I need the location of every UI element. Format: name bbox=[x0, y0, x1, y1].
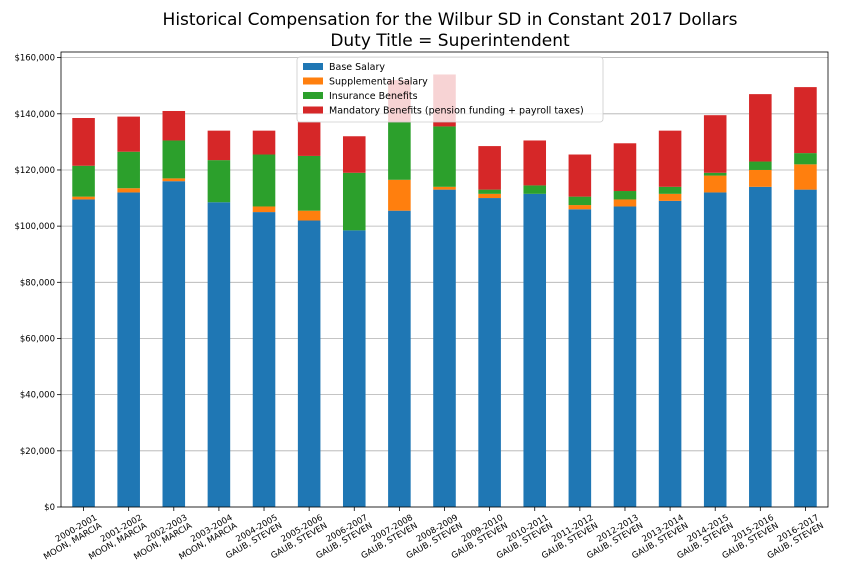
bar-segment-2 bbox=[478, 193, 501, 199]
bar-segment-2 bbox=[252, 206, 276, 213]
legend-label: Base Salary bbox=[329, 62, 385, 73]
bar-segment-1 bbox=[794, 189, 817, 507]
legend-label: Supplemental Salary bbox=[329, 77, 428, 88]
bar-segment-3 bbox=[613, 191, 637, 200]
bar-segment-2 bbox=[433, 186, 456, 190]
bar-segment-3 bbox=[342, 172, 366, 231]
legend-swatch bbox=[303, 106, 323, 114]
y-tick-label: $160,000 bbox=[14, 54, 55, 64]
bar-segment-1 bbox=[117, 192, 140, 507]
legend-swatch bbox=[303, 92, 323, 99]
bar-segment-3 bbox=[568, 196, 592, 206]
bar-segment-1 bbox=[658, 200, 682, 507]
bar-segment-2 bbox=[117, 188, 140, 193]
bar-segment-2 bbox=[794, 164, 817, 190]
y-tick-label: $140,000 bbox=[14, 110, 55, 120]
y-tick-label: $100,000 bbox=[14, 222, 55, 232]
legend-label: Mandatory Benefits (pension funding + pa… bbox=[329, 106, 584, 117]
bar-segment-1 bbox=[342, 230, 366, 508]
chart-title: Historical Compensation for the Wilbur S… bbox=[163, 10, 738, 30]
bar-segment-1 bbox=[478, 198, 501, 507]
bar-segment-1 bbox=[162, 181, 186, 508]
bar-segment-3 bbox=[433, 126, 456, 187]
bar-segment-2 bbox=[72, 196, 95, 200]
bar-segment-3 bbox=[117, 151, 140, 189]
bar-segment-1 bbox=[433, 189, 456, 507]
bars bbox=[72, 74, 817, 508]
bar-segment-3 bbox=[162, 140, 186, 179]
bar-segment-1 bbox=[72, 199, 95, 507]
bar-segment-2 bbox=[297, 210, 321, 221]
bar-segment-3 bbox=[523, 185, 547, 194]
bar-segment-2 bbox=[388, 179, 411, 211]
bar-segment-4 bbox=[252, 130, 276, 155]
bar-segment-4 bbox=[703, 115, 727, 173]
bar-segment-4 bbox=[117, 116, 140, 152]
bar-segment-4 bbox=[72, 118, 95, 166]
bar-segment-2 bbox=[658, 193, 682, 201]
bar-segment-3 bbox=[658, 186, 682, 194]
bar-segment-4 bbox=[794, 87, 817, 154]
chart-subtitle: Duty Title = Superintendent bbox=[330, 31, 570, 51]
bar-segment-4 bbox=[568, 154, 592, 197]
bar-segment-4 bbox=[658, 130, 682, 187]
legend-box bbox=[296, 56, 604, 123]
y-axis: $0 $20,000 $40,000 $60,000 $80,000 $100,000 $1… bbox=[14, 54, 61, 513]
legend-swatch bbox=[303, 77, 323, 85]
bar-segment-1 bbox=[207, 202, 231, 508]
bar-segment-1 bbox=[613, 206, 637, 507]
bar-segment-2 bbox=[749, 169, 772, 187]
bar-segment-3 bbox=[703, 172, 727, 176]
y-tick-label: $60,000 bbox=[20, 334, 55, 344]
y-tick-label: $40,000 bbox=[20, 391, 55, 401]
bar-segment-1 bbox=[252, 212, 276, 507]
bar-segment-1 bbox=[703, 192, 727, 507]
bar-segment-3 bbox=[252, 154, 276, 207]
bar-segment-1 bbox=[388, 210, 411, 507]
bar-segment-3 bbox=[72, 165, 95, 197]
bar-segment-3 bbox=[207, 160, 231, 203]
bar-segment-4 bbox=[523, 140, 547, 186]
bar-segment-4 bbox=[342, 136, 366, 173]
bar-segment-4 bbox=[478, 146, 501, 190]
bar-segment-1 bbox=[523, 193, 547, 507]
bar-segment-3 bbox=[794, 153, 817, 165]
bar-segment-4 bbox=[162, 110, 186, 141]
bar-segment-3 bbox=[749, 161, 772, 170]
bar-segment-4 bbox=[613, 143, 637, 192]
bar-segment-3 bbox=[478, 189, 501, 194]
y-tick-label: $80,000 bbox=[20, 278, 55, 288]
bar-segment-2 bbox=[162, 178, 186, 182]
bar-segment-3 bbox=[297, 155, 321, 211]
bar-segment-4 bbox=[207, 130, 231, 161]
bar-segment-2 bbox=[703, 175, 727, 193]
legend-swatch bbox=[303, 63, 323, 70]
bar-segment-1 bbox=[749, 186, 772, 507]
bar-segment-1 bbox=[568, 209, 592, 508]
bar-segment-4 bbox=[297, 122, 321, 156]
bar-segment-2 bbox=[568, 205, 592, 210]
legend: Base Salary Supplemental Salary Insurance … bbox=[296, 56, 604, 123]
y-tick-label: $0 bbox=[44, 503, 55, 513]
legend-label: Insurance Benefits bbox=[329, 91, 418, 102]
bar-segment-2 bbox=[613, 199, 637, 207]
y-tick-label: $120,000 bbox=[14, 166, 55, 176]
bar-segment-3 bbox=[388, 122, 411, 180]
bar-segment-1 bbox=[297, 220, 321, 507]
bar-segment-4 bbox=[749, 94, 772, 162]
y-tick-label: $20,000 bbox=[20, 447, 55, 457]
